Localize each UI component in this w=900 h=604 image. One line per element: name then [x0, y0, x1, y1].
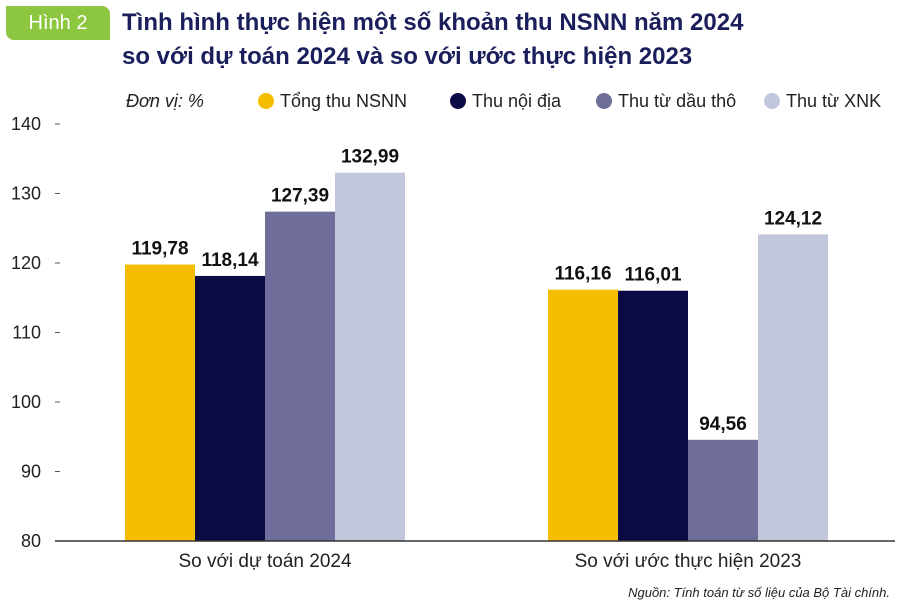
unit-label: Đơn vị: %	[126, 91, 204, 111]
bar-value-label-0-1: 118,14	[201, 250, 258, 271]
legend-label-1: Thu nội địa	[472, 91, 562, 111]
legend-swatch-0	[258, 93, 274, 109]
chart-title: Tình hình thực hiện một số khoản thu NSN…	[122, 6, 882, 74]
bars: 119,78 118,14 127,39 132,99 116,16 116,01 94,5…	[125, 147, 828, 542]
bar-0-0	[125, 264, 195, 541]
bar-1-1	[618, 290, 688, 541]
bar-value-label-0-0: 119,78	[131, 239, 188, 260]
bar-value-label-1-2: 94,56	[699, 414, 747, 435]
legend-label-2: Thu từ dầu thô	[618, 91, 736, 111]
y-tick-label-1: 90	[21, 462, 41, 482]
chart-title-line-1: Tình hình thực hiện một số khoản thu NSN…	[122, 9, 744, 36]
x-axis: So với dự toán 2024 So với ước thực hiện …	[55, 540, 895, 572]
bar-1-0	[548, 289, 618, 541]
chart-title-line-2: so với dự toán 2024 và so với ước thực h…	[122, 43, 693, 70]
legend: Tổng thu NSNN Thu nội địa Thu từ dầu thô Th…	[258, 91, 881, 111]
legend-label-0: Tổng thu NSNN	[280, 91, 407, 111]
bar-1-3	[758, 234, 828, 541]
y-tick-label-5: 130	[11, 184, 41, 204]
bar-0-3	[335, 172, 405, 542]
legend-swatch-2	[596, 93, 612, 109]
y-tick-label-4: 120	[11, 253, 41, 273]
y-tick-label-0: 80	[21, 531, 41, 551]
y-axis: 80 90 100 110 120 130 140	[11, 114, 60, 551]
y-tick-label-6: 140	[11, 114, 41, 134]
bar-value-label-0-2: 127,39	[271, 186, 329, 207]
source-note: Nguồn: Tính toán từ số liệu của Bộ Tài c…	[628, 585, 890, 600]
y-tick-label-2: 100	[11, 392, 41, 412]
bar-0-1	[195, 275, 265, 541]
legend-label-3: Thu từ XNK	[786, 91, 881, 111]
bar-value-label-1-0: 116,16	[554, 264, 611, 285]
bar-1-2	[688, 439, 758, 541]
legend-swatch-3	[764, 93, 780, 109]
legend-swatch-1	[450, 93, 466, 109]
bar-value-label-1-1: 116,01	[624, 265, 681, 286]
x-category-label-0: So với dự toán 2024	[178, 551, 352, 572]
bar-value-label-0-3: 132,99	[341, 147, 399, 168]
figure-badge: Hình 2	[6, 6, 110, 40]
bar-value-label-1-3: 124,12	[764, 208, 822, 229]
x-category-label-1: So với ước thực hiện 2023	[575, 551, 802, 572]
y-tick-label-3: 110	[12, 323, 41, 343]
bar-0-2	[265, 211, 335, 541]
